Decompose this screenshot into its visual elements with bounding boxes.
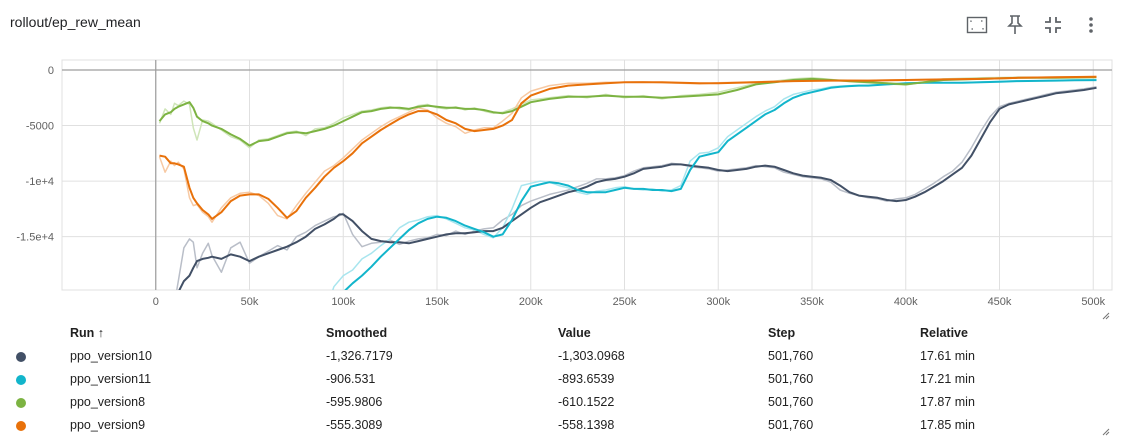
run-name: ppo_version8 [70,395,146,409]
series-line-ppo_version9 [159,75,1097,220]
x-tick-label: 250k [613,296,637,308]
x-tick-label: 450k [988,296,1012,308]
x-tick-label: 300k [706,296,730,308]
chart-resize-handle[interactable] [1102,312,1110,320]
x-tick-label: 50k [241,296,259,308]
plot-frame [61,59,1113,291]
smoothed-value: -555.3089 [326,418,383,432]
pin-icon [1007,15,1023,34]
x-tick-label: 200k [519,296,543,308]
collapse-icon [1045,17,1061,33]
y-tick-label: -5000 [26,121,54,133]
series-raw-line-ppo_version11 [331,79,1097,290]
raw-value: -558.1398 [558,418,615,432]
x-tick-label: 0 [153,296,159,308]
series-line-ppo_version10 [178,86,1097,290]
relative-time: 17.85 min [920,418,975,432]
step-column-header[interactable]: Step [768,326,796,340]
table-row[interactable]: ppo_version10 -1,326.7179 -1,303.0968 50… [0,345,1124,368]
collapse-button[interactable] [1034,12,1072,38]
table-row[interactable]: ppo_version8 -595.9806 -610.1522 501,760… [0,391,1124,414]
raw-value: -1,303.0968 [558,349,625,363]
fit-domain-icon [966,16,988,34]
run-name: ppo_version9 [70,418,146,432]
raw-value: -610.1522 [558,395,615,409]
y-tick-label: -1e+4 [26,176,54,188]
smoothed-value: -1,326.7179 [326,349,393,363]
x-tick-label: 500k [1081,296,1105,308]
smoothed-value: -595.9806 [326,395,383,409]
relative-time: 17.21 min [920,372,975,386]
value-column-header[interactable]: Value [558,326,591,340]
more-options-button[interactable] [1072,12,1110,38]
card-toolbar [958,12,1110,38]
series-raw-line-ppo_version10 [176,85,1097,290]
pin-button[interactable] [996,12,1034,38]
x-tick-label: 100k [331,296,355,308]
series-line-ppo_version11 [344,79,1097,290]
series-line-ppo_version8 [158,76,1097,147]
smoothed-value: -906.531 [326,372,376,386]
relative-time: 17.61 min [920,349,975,363]
step-value: 501,760 [768,418,814,432]
table-header: Run ↑ Smoothed Value Step Relative [0,322,1124,345]
step-value: 501,760 [768,395,814,409]
step-value: 501,760 [768,372,814,386]
series-raw-line-ppo_version9 [158,75,1097,223]
x-tick-label: 350k [800,296,824,308]
table-resize-handle[interactable] [1102,428,1110,436]
y-tick-label: -1.5e+4 [16,232,54,244]
run-name: ppo_version11 [70,372,152,386]
table-row[interactable]: ppo_version9 -555.3089 -558.1398 501,760… [0,414,1124,437]
run-color-dot [16,398,26,408]
run-name: ppo_version10 [70,349,153,363]
more-vert-icon [1089,17,1093,33]
step-value: 501,760 [768,349,814,363]
series-raw-line-ppo_version8 [158,76,1097,149]
smoothed-column-header[interactable]: Smoothed [326,326,388,340]
fit-domain-button[interactable] [958,12,996,38]
run-column-header[interactable]: Run ↑ [70,326,105,340]
x-tick-label: 150k [425,296,449,308]
line-chart[interactable]: 0 -5000 -1e+4 -1.5e+4 0 50k 100k 150k 200k 250k 30… [0,48,1124,320]
run-color-dot [16,421,26,431]
raw-value: -893.6539 [558,372,615,386]
relative-column-header[interactable]: Relative [920,326,968,340]
table-row[interactable]: ppo_version11 -906.531 -893.6539 501,760… [0,368,1124,391]
run-color-dot [16,375,26,385]
chart-title: rollout/ep_rew_mean [10,14,141,30]
relative-time: 17.87 min [920,395,975,409]
y-tick-label: 0 [48,65,54,77]
run-color-dot [16,352,26,362]
x-tick-label: 400k [894,296,918,308]
